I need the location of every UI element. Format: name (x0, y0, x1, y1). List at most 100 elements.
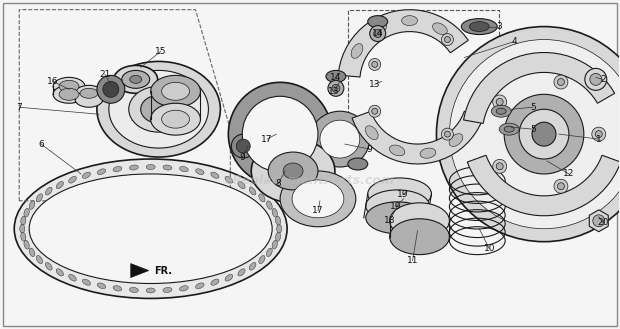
Polygon shape (131, 264, 149, 278)
Ellipse shape (24, 208, 29, 217)
Ellipse shape (389, 219, 450, 255)
Ellipse shape (69, 176, 76, 183)
Ellipse shape (268, 152, 318, 190)
Ellipse shape (130, 288, 138, 292)
Ellipse shape (267, 201, 272, 209)
Circle shape (369, 59, 381, 70)
Ellipse shape (242, 96, 318, 172)
Ellipse shape (180, 286, 188, 291)
Ellipse shape (267, 248, 272, 257)
Polygon shape (464, 53, 614, 123)
Circle shape (450, 39, 620, 229)
Circle shape (493, 159, 507, 173)
Ellipse shape (389, 203, 450, 239)
Circle shape (592, 127, 606, 141)
Text: 8: 8 (275, 179, 281, 189)
Ellipse shape (195, 169, 204, 175)
Text: 5: 5 (530, 125, 536, 134)
Ellipse shape (491, 105, 511, 117)
Circle shape (445, 131, 450, 137)
Ellipse shape (504, 126, 514, 132)
Ellipse shape (59, 80, 79, 92)
Ellipse shape (24, 240, 29, 249)
Ellipse shape (113, 286, 122, 291)
Circle shape (557, 79, 564, 86)
Text: 4: 4 (512, 37, 517, 46)
Ellipse shape (37, 194, 43, 202)
Ellipse shape (326, 70, 346, 82)
Circle shape (328, 80, 344, 96)
Ellipse shape (69, 274, 76, 281)
Ellipse shape (292, 180, 344, 218)
Ellipse shape (82, 172, 91, 178)
Ellipse shape (368, 178, 432, 210)
Ellipse shape (310, 111, 370, 167)
Text: 19: 19 (390, 202, 401, 211)
Ellipse shape (449, 134, 463, 146)
Ellipse shape (20, 224, 25, 233)
Ellipse shape (122, 70, 149, 88)
Ellipse shape (97, 169, 106, 175)
Polygon shape (338, 10, 468, 77)
Ellipse shape (259, 194, 265, 202)
Ellipse shape (272, 240, 277, 249)
Text: 14: 14 (330, 73, 342, 82)
Ellipse shape (82, 279, 91, 285)
Ellipse shape (97, 283, 106, 289)
Ellipse shape (433, 23, 447, 35)
Text: 5: 5 (530, 103, 536, 112)
Ellipse shape (14, 159, 287, 298)
Ellipse shape (211, 279, 219, 285)
Ellipse shape (275, 232, 281, 241)
Ellipse shape (180, 166, 188, 172)
Ellipse shape (162, 110, 190, 128)
Ellipse shape (56, 182, 63, 189)
Ellipse shape (461, 19, 497, 35)
Circle shape (369, 105, 381, 117)
Ellipse shape (238, 182, 245, 189)
Circle shape (554, 179, 568, 193)
Ellipse shape (37, 256, 43, 264)
Text: 9: 9 (367, 144, 373, 154)
Ellipse shape (228, 82, 332, 186)
Text: 12: 12 (563, 169, 575, 178)
Ellipse shape (372, 23, 386, 35)
Ellipse shape (231, 134, 255, 158)
Circle shape (441, 128, 453, 140)
Circle shape (590, 73, 602, 85)
Circle shape (504, 94, 584, 174)
Circle shape (519, 109, 569, 159)
Polygon shape (589, 210, 608, 232)
Circle shape (593, 215, 604, 227)
Circle shape (496, 163, 503, 170)
Ellipse shape (320, 120, 360, 158)
Ellipse shape (45, 187, 52, 195)
Ellipse shape (141, 95, 177, 123)
Text: FR.: FR. (154, 266, 172, 276)
Text: 21: 21 (99, 70, 110, 79)
Ellipse shape (496, 108, 506, 114)
Ellipse shape (225, 274, 232, 281)
Ellipse shape (162, 82, 190, 100)
Ellipse shape (348, 158, 368, 170)
Ellipse shape (195, 283, 204, 289)
Polygon shape (467, 155, 620, 216)
Ellipse shape (29, 248, 35, 257)
Ellipse shape (251, 139, 335, 203)
Ellipse shape (59, 88, 79, 100)
Circle shape (436, 27, 620, 242)
Ellipse shape (80, 88, 98, 98)
Ellipse shape (351, 44, 363, 58)
Ellipse shape (29, 201, 35, 209)
Ellipse shape (283, 163, 303, 179)
Text: 17: 17 (262, 135, 273, 143)
Ellipse shape (272, 208, 277, 217)
Circle shape (585, 68, 607, 90)
Ellipse shape (499, 123, 519, 135)
Ellipse shape (420, 148, 436, 158)
Ellipse shape (97, 62, 220, 157)
Text: 7: 7 (16, 103, 22, 112)
Ellipse shape (129, 86, 188, 132)
Ellipse shape (238, 269, 245, 276)
Ellipse shape (151, 75, 200, 107)
